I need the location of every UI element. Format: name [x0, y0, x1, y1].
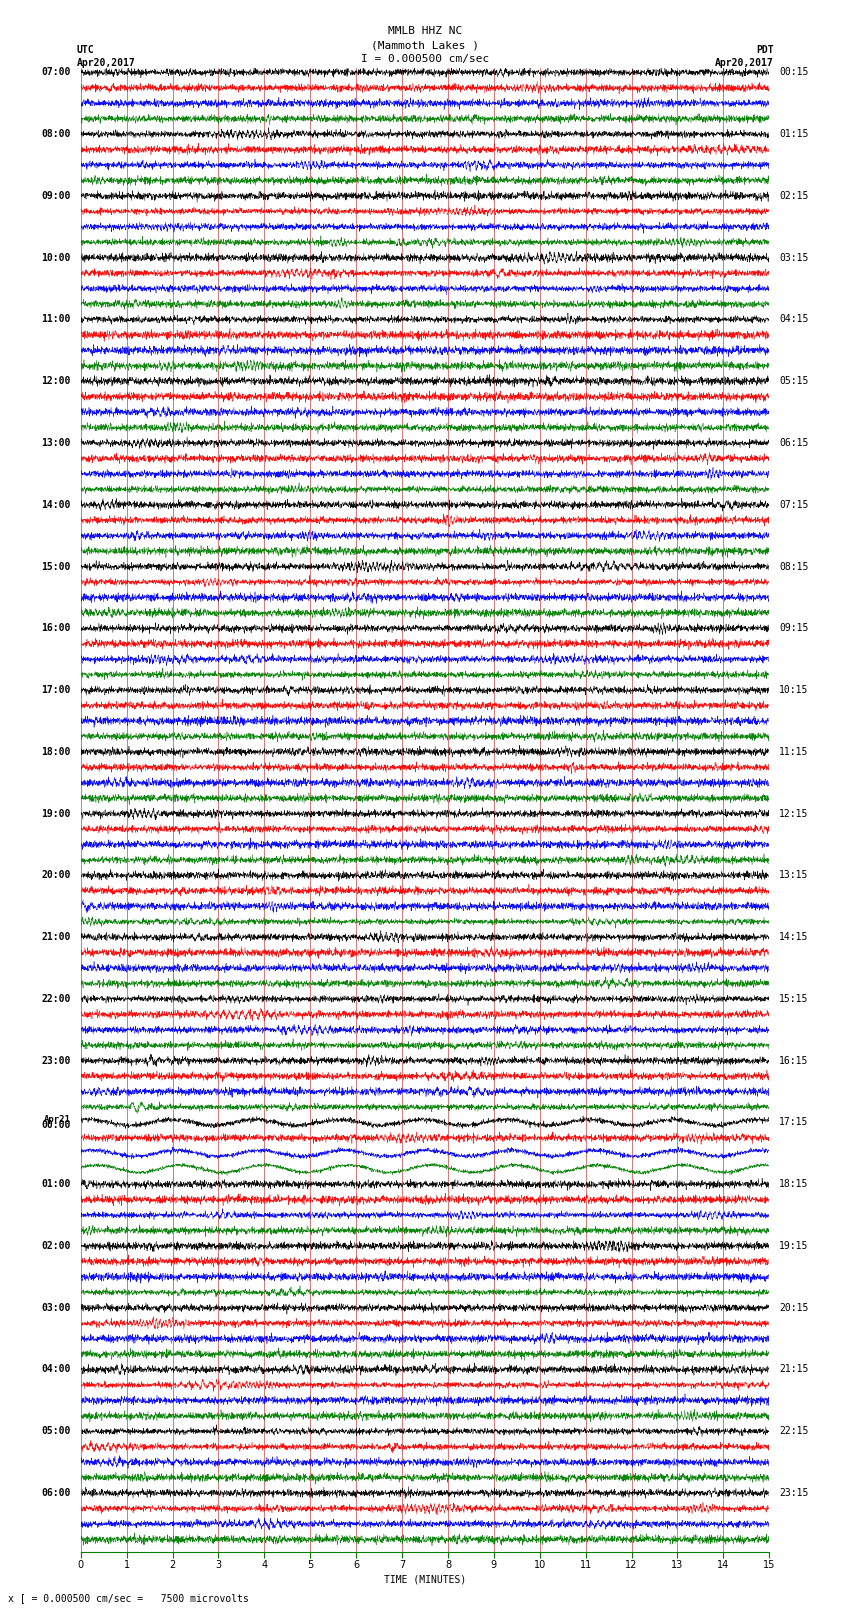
Text: 18:15: 18:15 — [779, 1179, 808, 1189]
Text: 10:15: 10:15 — [779, 686, 808, 695]
Text: 14:00: 14:00 — [42, 500, 71, 510]
Text: 08:00: 08:00 — [42, 129, 71, 139]
Text: 20:00: 20:00 — [42, 871, 71, 881]
Text: 09:00: 09:00 — [42, 190, 71, 202]
Text: 20:15: 20:15 — [779, 1303, 808, 1313]
Text: 18:00: 18:00 — [42, 747, 71, 756]
Text: 15:15: 15:15 — [779, 994, 808, 1003]
Text: 21:00: 21:00 — [42, 932, 71, 942]
Text: 19:15: 19:15 — [779, 1240, 808, 1252]
Text: 16:15: 16:15 — [779, 1055, 808, 1066]
Text: 23:00: 23:00 — [42, 1055, 71, 1066]
Text: 05:00: 05:00 — [42, 1426, 71, 1436]
Text: 07:00: 07:00 — [42, 68, 71, 77]
X-axis label: TIME (MINUTES): TIME (MINUTES) — [384, 1574, 466, 1584]
Text: 04:00: 04:00 — [42, 1365, 71, 1374]
Text: 06:15: 06:15 — [779, 439, 808, 448]
Title: MMLB HHZ NC
(Mammoth Lakes )
I = 0.000500 cm/sec: MMLB HHZ NC (Mammoth Lakes ) I = 0.00050… — [361, 26, 489, 65]
Text: 00:00: 00:00 — [42, 1119, 71, 1131]
Text: 11:15: 11:15 — [779, 747, 808, 756]
Text: 14:15: 14:15 — [779, 932, 808, 942]
Text: 13:00: 13:00 — [42, 439, 71, 448]
Text: 03:15: 03:15 — [779, 253, 808, 263]
Text: PDT
Apr20,2017: PDT Apr20,2017 — [715, 45, 774, 68]
Text: 15:00: 15:00 — [42, 561, 71, 571]
Text: UTC
Apr20,2017: UTC Apr20,2017 — [76, 45, 135, 68]
Text: 06:00: 06:00 — [42, 1489, 71, 1498]
Text: 23:15: 23:15 — [779, 1489, 808, 1498]
Text: 07:15: 07:15 — [779, 500, 808, 510]
Text: 17:00: 17:00 — [42, 686, 71, 695]
Text: 04:15: 04:15 — [779, 315, 808, 324]
Text: 22:00: 22:00 — [42, 994, 71, 1003]
Text: 22:15: 22:15 — [779, 1426, 808, 1436]
Text: 02:00: 02:00 — [42, 1240, 71, 1252]
Text: 09:15: 09:15 — [779, 623, 808, 634]
Text: Apr21: Apr21 — [44, 1115, 71, 1124]
Text: 16:00: 16:00 — [42, 623, 71, 634]
Text: 17:15: 17:15 — [779, 1118, 808, 1127]
Text: 21:15: 21:15 — [779, 1365, 808, 1374]
Text: 03:00: 03:00 — [42, 1303, 71, 1313]
Text: 12:00: 12:00 — [42, 376, 71, 386]
Text: 10:00: 10:00 — [42, 253, 71, 263]
Text: 01:15: 01:15 — [779, 129, 808, 139]
Text: 00:15: 00:15 — [779, 68, 808, 77]
Text: 11:00: 11:00 — [42, 315, 71, 324]
Text: x [ = 0.000500 cm/sec =   7500 microvolts: x [ = 0.000500 cm/sec = 7500 microvolts — [8, 1594, 249, 1603]
Text: 13:15: 13:15 — [779, 871, 808, 881]
Text: 01:00: 01:00 — [42, 1179, 71, 1189]
Text: 12:15: 12:15 — [779, 808, 808, 818]
Text: 08:15: 08:15 — [779, 561, 808, 571]
Text: 19:00: 19:00 — [42, 808, 71, 818]
Text: 05:15: 05:15 — [779, 376, 808, 386]
Text: 02:15: 02:15 — [779, 190, 808, 202]
